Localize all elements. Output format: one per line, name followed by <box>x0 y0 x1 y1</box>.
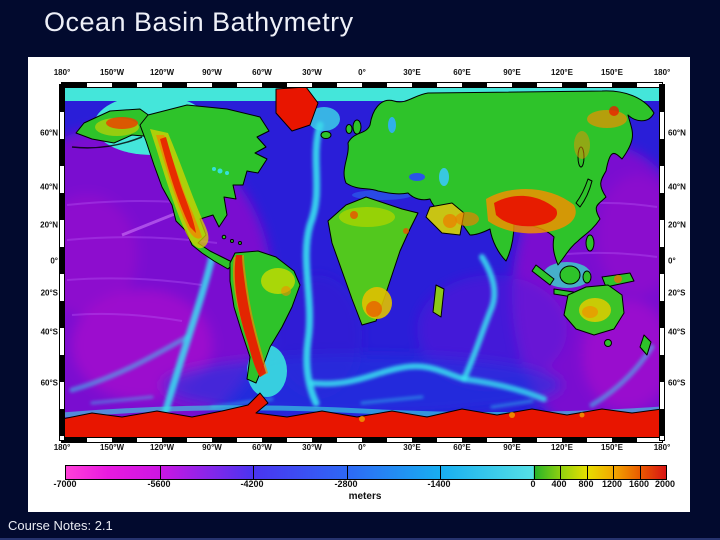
axis-label: 150°E <box>601 68 623 77</box>
axis-label: 180° <box>53 68 71 77</box>
axis-label: 40°S <box>668 327 686 337</box>
axis-label: 40°S <box>40 327 58 337</box>
bottom-edge-strip <box>0 538 720 540</box>
axis-label: 120°W <box>149 443 175 452</box>
axis-label: 60°W <box>252 68 272 77</box>
axis-label: 30°W <box>302 443 322 452</box>
colorbar-tick-label: 800 <box>578 479 594 489</box>
axis-label: 30°E <box>403 443 421 452</box>
map-frame-border-right <box>659 84 665 441</box>
axis-label: 60°N <box>40 128 58 138</box>
axis-label: 0° <box>358 443 366 452</box>
axis-label: 30°E <box>403 68 421 77</box>
axis-label: 20°S <box>668 288 686 298</box>
axis-label: 120°E <box>551 443 573 452</box>
axis-label: 180° <box>653 443 671 452</box>
axis-label: 90°W <box>202 443 222 452</box>
axis-label: 60°S <box>40 378 58 388</box>
bathymetry-map <box>59 82 665 443</box>
axis-label: 60°N <box>668 128 686 138</box>
colorbar-tick <box>440 466 441 479</box>
axis-label: 30°W <box>302 68 322 77</box>
map-frame-border-left <box>59 84 65 441</box>
colorbar-tick-label: -2800 <box>334 479 358 489</box>
colorbar-tick <box>613 466 614 479</box>
colorbar-tick <box>640 466 641 479</box>
axis-label: 150°W <box>99 68 125 77</box>
axis-label: 60°E <box>453 443 471 452</box>
axis-label: 0° <box>668 256 676 266</box>
axis-label: 60°W <box>252 443 272 452</box>
axis-label: 20°S <box>40 288 58 298</box>
axis-label: 60°S <box>668 378 686 388</box>
axis-label: 60°E <box>453 68 471 77</box>
axis-label: 40°N <box>668 182 686 192</box>
colorbar-tick-label: -5600 <box>147 479 171 489</box>
axis-label: 20°N <box>668 220 686 230</box>
page-title: Ocean Basin Bathymetry <box>44 7 354 37</box>
colorbar-tick-label: 1200 <box>601 479 623 489</box>
colorbar-unit-label: meters <box>348 491 382 502</box>
colorbar-tick <box>587 466 588 479</box>
footer-course-notes: Course Notes: 2.1 <box>8 518 113 533</box>
colorbar-tick-label: -4200 <box>240 479 264 489</box>
axis-label: 150°E <box>601 443 623 452</box>
colorbar-tick-label: 0 <box>530 479 536 489</box>
map-frame-border-top <box>61 82 663 88</box>
colorbar-tick <box>160 466 161 479</box>
bathymetry-raster <box>62 85 662 440</box>
colorbar-tick <box>560 466 561 479</box>
colorbar-tick-label: -1400 <box>427 479 451 489</box>
map-panel: 180° 150°W 120°W 90°W 60°W 30°W 0° 30°E 60°E 90°E… <box>28 57 690 512</box>
colorbar-tick-label: -7000 <box>53 479 77 489</box>
axis-label: 0° <box>358 68 366 77</box>
colorbar-tick-label: 2000 <box>654 479 676 489</box>
axis-label: 90°E <box>503 443 521 452</box>
axis-label: 0° <box>50 256 58 266</box>
axis-label: 90°E <box>503 68 521 77</box>
axis-label: 180° <box>653 68 671 77</box>
axis-label: 120°E <box>551 68 573 77</box>
axis-label: 20°N <box>40 220 58 230</box>
axis-label: 90°W <box>202 68 222 77</box>
axis-label: 150°W <box>99 443 125 452</box>
depth-colorbar <box>65 465 667 480</box>
colorbar-tick-label: 1600 <box>628 479 650 489</box>
axis-label: 180° <box>53 443 71 452</box>
colorbar-tick <box>347 466 348 479</box>
axis-label: 40°N <box>40 182 58 192</box>
colorbar-tick <box>253 466 254 479</box>
axis-label: 120°W <box>149 68 175 77</box>
colorbar-tick-label: 400 <box>551 479 567 489</box>
colorbar-tick <box>534 466 535 479</box>
